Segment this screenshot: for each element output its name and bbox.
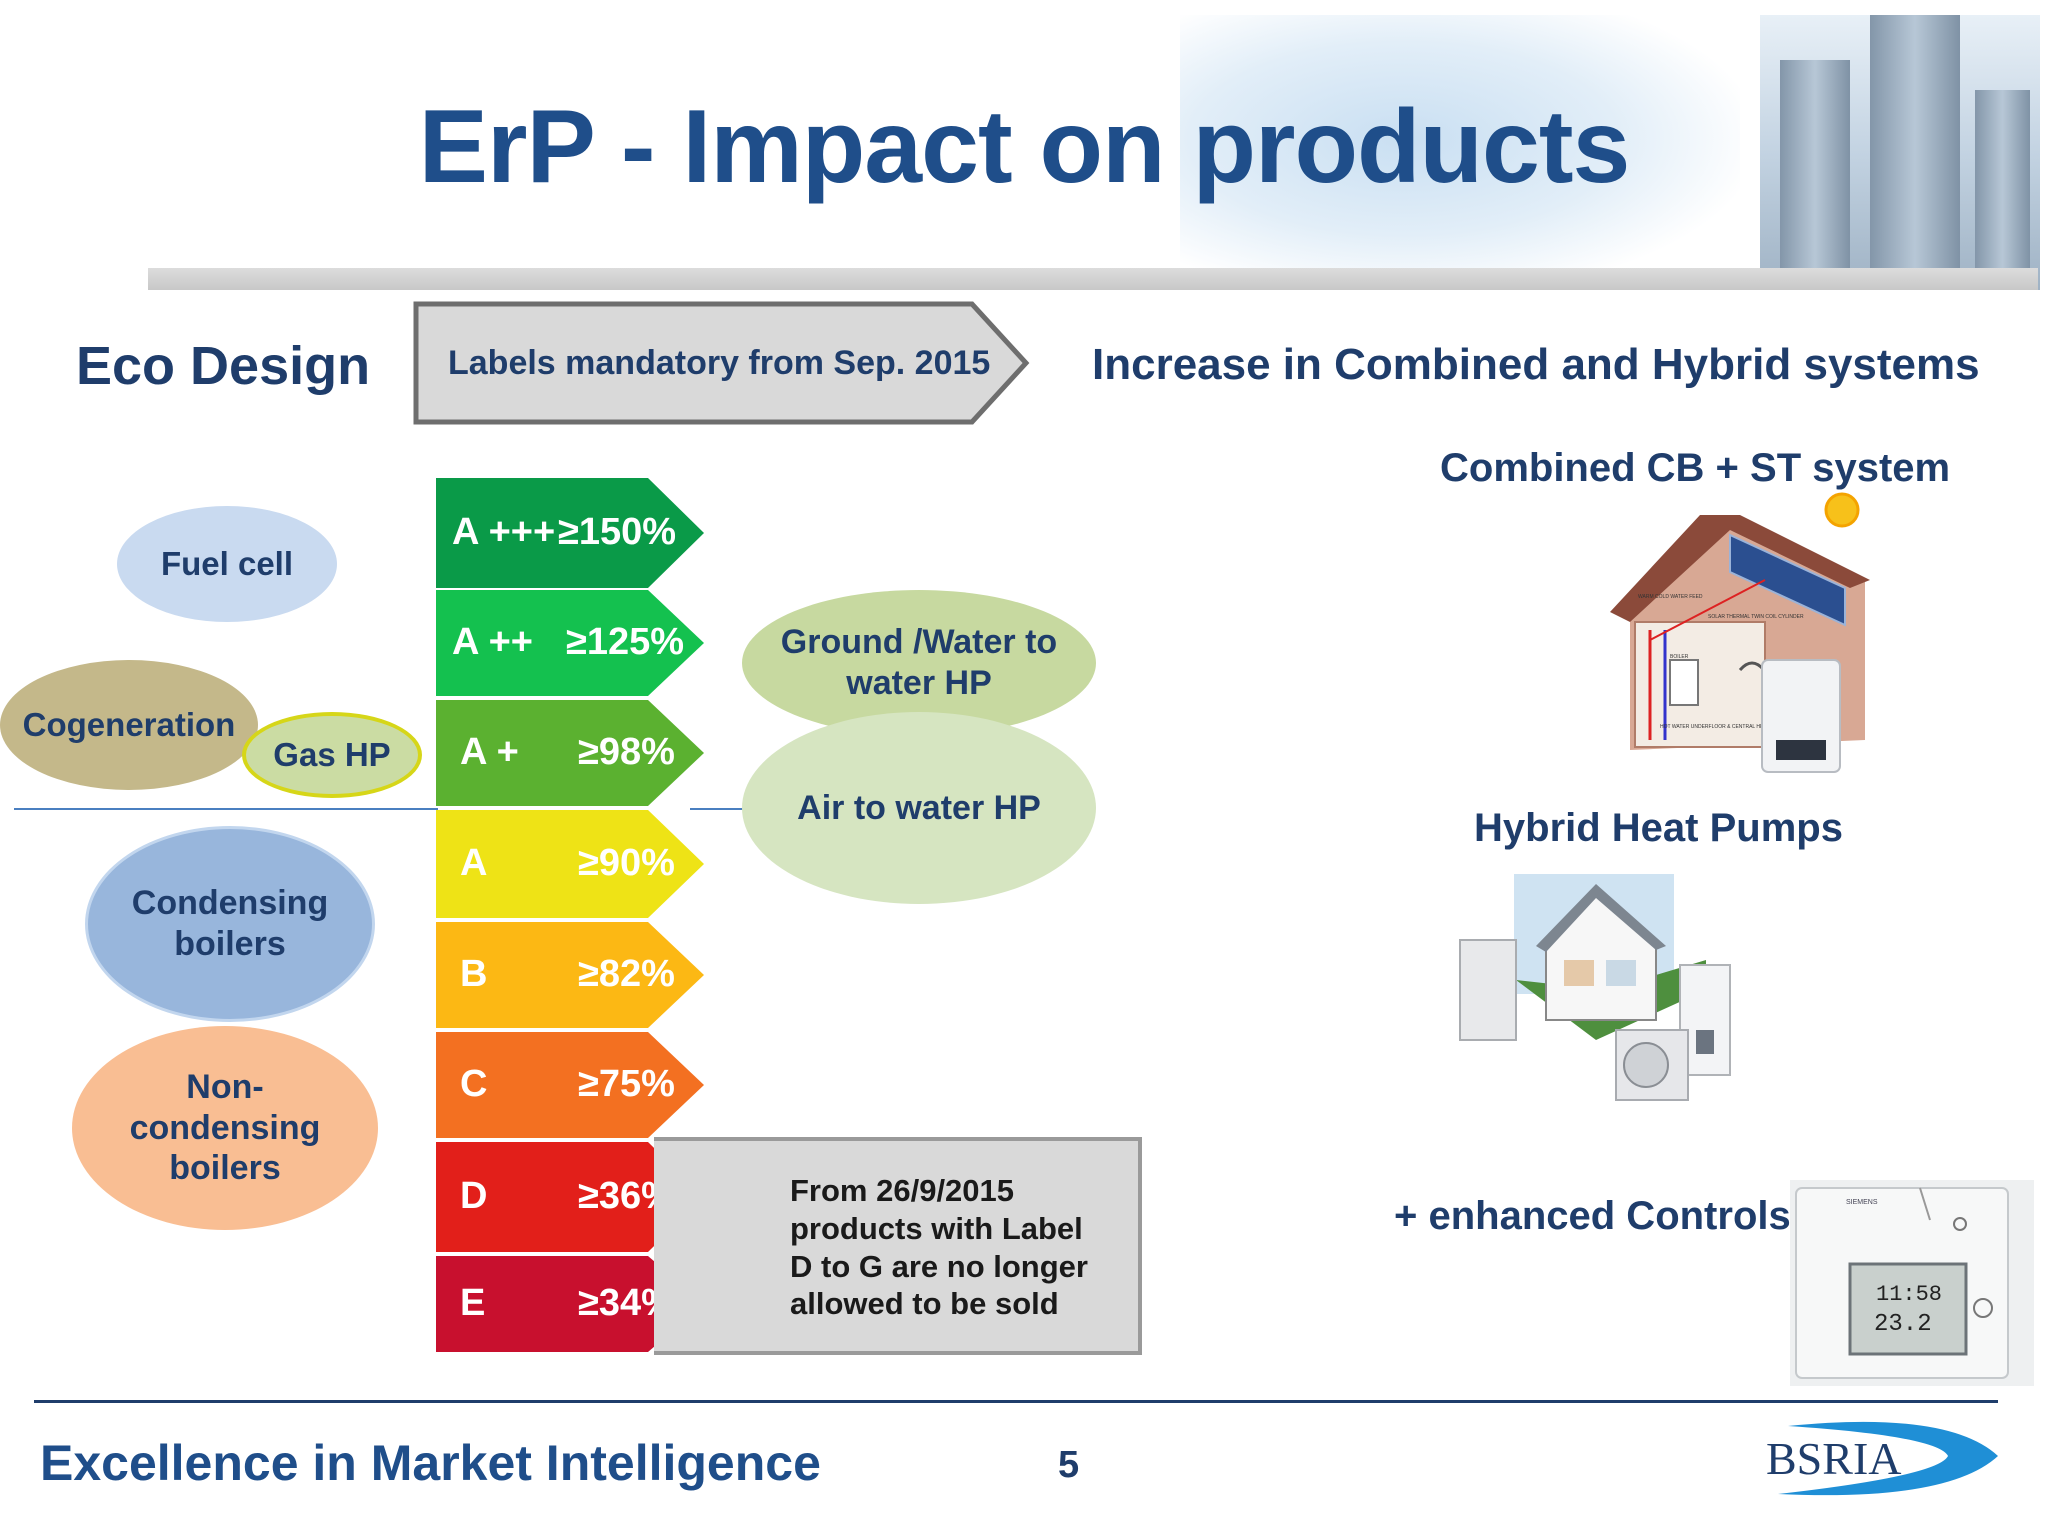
world-map-image	[1180, 15, 1740, 290]
ground-water-hp-bubble: Ground /Water to water HP	[742, 590, 1096, 736]
enhanced-controls-heading: + enhanced Controls	[1394, 1194, 1791, 1238]
energy-band-arrow	[436, 590, 704, 696]
hybrid-heat-pump-illustration	[1459, 874, 1731, 1101]
svg-text:SIEMENS: SIEMENS	[1846, 1199, 1878, 1206]
fuel-cell-bubble: Fuel cell	[117, 506, 337, 622]
energy-band-letter: D	[460, 1175, 488, 1217]
thermostat-illustration: SIEMENS 11:58 23.2	[1790, 1180, 2034, 1386]
note-line: D to G are no longer	[790, 1248, 1088, 1284]
energy-band-2: A ++ ≥125%	[436, 590, 706, 696]
energy-band-arrow	[436, 478, 704, 588]
energy-band-5: B ≥82%	[436, 922, 706, 1028]
note-line: allowed to be sold	[790, 1286, 1059, 1322]
energy-band-letter: A +	[460, 731, 519, 773]
svg-text:HOT WATER UNDERFLOOR & CENTRAL: HOT WATER UNDERFLOOR & CENTRAL HEATING	[1660, 724, 1778, 730]
gas-hp-bubble: Gas HP	[242, 712, 422, 798]
header-image	[1180, 15, 2040, 290]
note-line: From 26/9/2015	[790, 1173, 1015, 1208]
energy-band-arrow	[436, 1256, 704, 1352]
energy-band-percent: ≥82%	[578, 953, 675, 995]
svg-text:WARM COLD WATER FEED: WARM COLD WATER FEED	[1638, 594, 1703, 600]
svg-text:23.2: 23.2	[1874, 1311, 1932, 1338]
energy-band-arrow	[436, 810, 704, 918]
divider-right	[690, 808, 752, 810]
energy-band-3: A + ≥98%	[436, 700, 706, 806]
eco-design-heading: Eco Design	[76, 336, 371, 396]
energy-band-arrow	[436, 1032, 704, 1138]
energy-band-1: A +++ ≥150%	[436, 478, 706, 588]
cogeneration-bubble: Cogeneration	[0, 660, 258, 790]
energy-band-arrow	[436, 922, 704, 1028]
non-condensing-boilers-bubble: Non-condensing boilers	[72, 1026, 378, 1230]
energy-band-percent: ≥150%	[558, 511, 677, 553]
energy-band-4: A ≥90%	[436, 810, 706, 918]
note-text: From 26/9/2015 products with Label D to …	[790, 1172, 1088, 1323]
energy-band-letter: A ++	[452, 621, 533, 663]
solar-house-illustration: WARM COLD WATER FEED SOLAR THERMAL TWIN …	[1610, 492, 1870, 773]
hybrid-heat-pumps-heading: Hybrid Heat Pumps	[1474, 806, 1843, 850]
footer-tagline: Excellence in Market Intelligence	[40, 1435, 821, 1491]
header-bar	[148, 268, 2038, 290]
divider-left	[14, 808, 438, 810]
increase-heading: Increase in Combined and Hybrid systems	[1092, 340, 1980, 389]
energy-band-letter: B	[460, 953, 488, 995]
condensing-boilers-bubble: Condensing boilers	[85, 826, 375, 1022]
energy-band-arrow	[436, 700, 704, 806]
labels-mandatory-text: Labels mandatory from Sep. 2015	[448, 344, 991, 382]
label-arrow-shape	[413, 301, 1030, 425]
energy-band-letter: A +++	[452, 511, 556, 553]
energy-band-percent: ≥75%	[578, 1063, 675, 1105]
energy-band-percent: ≥125%	[566, 621, 685, 663]
energy-band-letter: A	[460, 842, 488, 884]
energy-band-6: C ≥75%	[436, 1032, 706, 1138]
energy-band-percent: ≥98%	[578, 731, 675, 773]
energy-band-letter: E	[460, 1282, 486, 1324]
slide-title: ErP - Impact on products	[418, 89, 1631, 205]
svg-text:SOLAR THERMAL TWIN COIL CYLIND: SOLAR THERMAL TWIN COIL CYLINDER	[1708, 614, 1804, 620]
page-number: 5	[1058, 1444, 1080, 1486]
note-box	[654, 1137, 1142, 1355]
svg-text:11:58: 11:58	[1876, 1282, 1942, 1307]
svg-text:BSRIA: BSRIA	[1766, 1433, 1901, 1484]
footer-line	[34, 1400, 1998, 1403]
energy-band-percent: ≥90%	[578, 842, 675, 884]
note-line: products with Label	[790, 1210, 1083, 1246]
air-water-hp-bubble: Air to water HP	[742, 712, 1096, 904]
sun-icon	[1824, 492, 1860, 528]
svg-text:BOILER: BOILER	[1670, 654, 1689, 660]
bsria-logo: BSRIA	[1766, 1421, 1998, 1496]
skyscraper-image	[1760, 15, 2040, 290]
combined-system-heading: Combined CB + ST system	[1440, 446, 1951, 490]
energy-band-arrow	[436, 1142, 704, 1252]
energy-band-letter: C	[460, 1063, 488, 1105]
